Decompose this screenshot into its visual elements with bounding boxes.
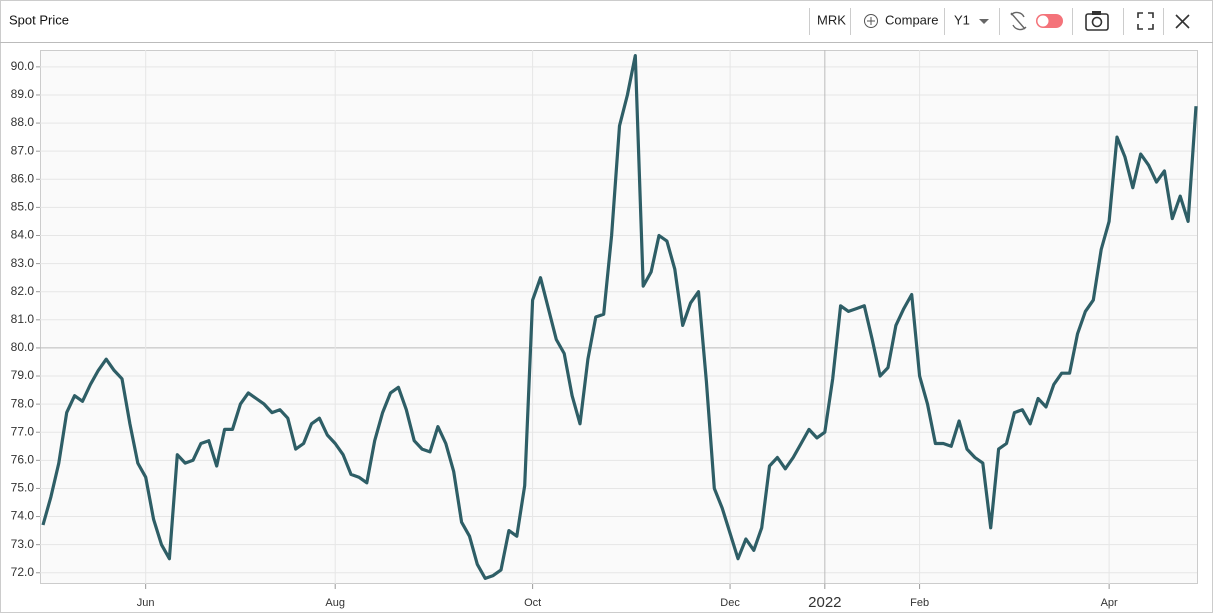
y-tick-label: 90.0	[11, 59, 35, 73]
y-tick-label: 88.0	[11, 115, 35, 129]
y-tick-label: 79.0	[11, 368, 35, 382]
y-tick-label: 75.0	[11, 481, 35, 495]
y-tick-label: 77.0	[11, 424, 35, 438]
camera-icon[interactable]	[1085, 11, 1109, 31]
y-tick-label: 73.0	[11, 537, 35, 551]
y-tick-label: 83.0	[11, 256, 35, 270]
y-tick-label: 81.0	[11, 312, 35, 326]
panel-title: Spot Price	[9, 12, 69, 27]
plus-icon	[867, 17, 875, 25]
y-tick-label: 72.0	[11, 565, 35, 579]
y-tick-label: 76.0	[11, 453, 35, 467]
y-tick-label: 78.0	[11, 396, 35, 410]
sync-icon[interactable]	[1010, 11, 1027, 31]
y-tick-label: 82.0	[11, 284, 35, 298]
x-tick-label: Aug	[325, 597, 345, 609]
compare-label: Compare	[885, 12, 938, 27]
plus-icon	[864, 14, 878, 28]
camera-lens	[1091, 16, 1103, 28]
x-tick-label: Apr	[1101, 597, 1118, 609]
x-tick-label: Feb	[910, 597, 929, 609]
x-tick-label: Jun	[137, 597, 155, 609]
y-tick-label: 80.0	[11, 340, 35, 354]
x-tick-label: 2022	[808, 594, 841, 611]
toggle-knob	[1036, 14, 1050, 28]
compare-button[interactable]: Compare	[864, 12, 939, 28]
y-tick-label: 85.0	[11, 200, 35, 214]
dropdown-arrow[interactable]	[979, 19, 989, 24]
ticker[interactable]: MRK	[817, 12, 846, 27]
x-tick-label: Oct	[524, 597, 541, 609]
period-select[interactable]: Y1	[954, 12, 970, 27]
y-tick-label: 86.0	[11, 171, 35, 185]
y-tick-label: 87.0	[11, 143, 35, 157]
camera-top	[1092, 11, 1101, 15]
x-tick-label: Dec	[720, 597, 740, 609]
y-tick-label: 84.0	[11, 228, 35, 242]
fullscreen-icon[interactable]	[1137, 12, 1154, 30]
close-icon[interactable]	[1175, 14, 1190, 29]
y-tick-label: 89.0	[11, 87, 35, 101]
y-tick-label: 74.0	[11, 509, 35, 523]
price-line	[41, 54, 1198, 580]
